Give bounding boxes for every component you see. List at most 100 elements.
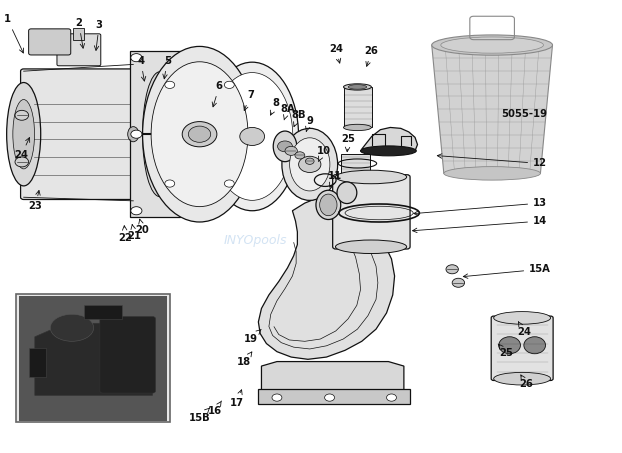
Text: 14: 14	[412, 216, 547, 232]
Circle shape	[225, 81, 234, 88]
Ellipse shape	[151, 62, 248, 207]
Bar	[16, 294, 170, 422]
FancyBboxPatch shape	[491, 316, 553, 381]
Polygon shape	[35, 323, 152, 395]
Ellipse shape	[211, 72, 293, 200]
Ellipse shape	[343, 84, 371, 90]
Polygon shape	[362, 127, 417, 151]
Circle shape	[188, 126, 211, 142]
Ellipse shape	[13, 100, 34, 169]
Ellipse shape	[499, 337, 521, 354]
FancyBboxPatch shape	[57, 34, 101, 66]
Text: 22: 22	[118, 226, 132, 243]
Circle shape	[15, 157, 29, 167]
Text: 13: 13	[414, 198, 547, 216]
Ellipse shape	[441, 37, 544, 53]
Text: 17: 17	[230, 390, 244, 408]
Circle shape	[165, 81, 175, 88]
FancyBboxPatch shape	[100, 317, 156, 393]
Ellipse shape	[149, 94, 171, 174]
Text: 4: 4	[137, 56, 146, 81]
Bar	[29, 348, 46, 377]
Ellipse shape	[50, 314, 94, 341]
Bar	[344, 87, 372, 127]
Text: 2: 2	[75, 18, 85, 48]
Ellipse shape	[444, 167, 541, 180]
Circle shape	[131, 130, 142, 138]
Circle shape	[295, 152, 305, 159]
FancyBboxPatch shape	[333, 175, 410, 249]
Text: 16: 16	[208, 401, 222, 416]
Circle shape	[240, 127, 264, 145]
Ellipse shape	[142, 72, 177, 197]
Polygon shape	[258, 389, 410, 405]
Text: 26: 26	[519, 375, 534, 389]
Ellipse shape	[494, 372, 550, 385]
Ellipse shape	[361, 146, 416, 156]
Text: 26: 26	[364, 46, 379, 66]
Ellipse shape	[494, 312, 550, 324]
Text: 6: 6	[212, 81, 223, 107]
Circle shape	[325, 394, 335, 401]
Ellipse shape	[316, 190, 341, 220]
Bar	[73, 29, 84, 40]
Circle shape	[272, 394, 282, 401]
Text: 5055-19: 5055-19	[501, 109, 547, 119]
Text: 10: 10	[317, 146, 330, 161]
Ellipse shape	[273, 131, 297, 162]
Text: 24: 24	[518, 322, 532, 337]
Text: 24: 24	[329, 43, 343, 63]
Text: 18: 18	[237, 352, 252, 367]
Text: 23: 23	[29, 191, 42, 211]
Text: 8: 8	[271, 98, 280, 115]
Ellipse shape	[524, 337, 545, 354]
Ellipse shape	[337, 182, 357, 203]
Ellipse shape	[335, 240, 407, 254]
Bar	[85, 305, 121, 319]
Text: 7: 7	[244, 90, 254, 111]
Polygon shape	[261, 361, 404, 391]
Ellipse shape	[348, 85, 367, 89]
Text: INYOpools: INYOpools	[223, 233, 287, 246]
Text: 3: 3	[95, 20, 103, 50]
Circle shape	[452, 278, 465, 287]
Circle shape	[131, 53, 142, 62]
Ellipse shape	[128, 127, 139, 142]
Ellipse shape	[282, 128, 338, 200]
Text: 1: 1	[4, 14, 24, 53]
Circle shape	[277, 141, 292, 152]
Ellipse shape	[290, 138, 330, 191]
Circle shape	[182, 121, 217, 147]
FancyBboxPatch shape	[21, 69, 135, 199]
Text: 20: 20	[136, 219, 149, 235]
Text: 24: 24	[14, 138, 30, 160]
Ellipse shape	[335, 170, 407, 184]
Bar	[341, 154, 371, 184]
Ellipse shape	[7, 82, 40, 186]
Polygon shape	[432, 45, 552, 173]
Circle shape	[446, 265, 458, 274]
Text: 25: 25	[341, 134, 355, 152]
Text: 25: 25	[499, 344, 513, 358]
FancyBboxPatch shape	[29, 29, 71, 55]
Text: 8B: 8B	[291, 110, 306, 126]
Circle shape	[305, 158, 314, 164]
Circle shape	[285, 146, 297, 155]
Ellipse shape	[320, 194, 337, 216]
Text: 8A: 8A	[280, 105, 295, 120]
Text: 9: 9	[305, 116, 313, 131]
Circle shape	[15, 111, 29, 120]
Circle shape	[165, 180, 175, 187]
Circle shape	[225, 180, 234, 187]
Ellipse shape	[206, 62, 299, 211]
Text: 15A: 15A	[463, 264, 551, 278]
Bar	[19, 296, 167, 420]
Polygon shape	[258, 197, 394, 359]
Text: 19: 19	[243, 329, 261, 344]
Ellipse shape	[142, 46, 256, 222]
Circle shape	[386, 394, 396, 401]
Ellipse shape	[432, 35, 552, 55]
Text: 5: 5	[163, 56, 171, 79]
Text: 21: 21	[128, 225, 142, 241]
Circle shape	[131, 207, 142, 215]
